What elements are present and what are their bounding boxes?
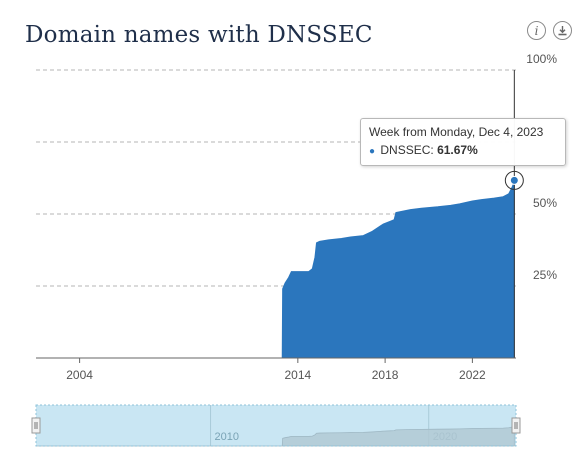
navigator-series [36,425,515,447]
x-tick-label: 2014 [284,368,311,382]
tooltip-header: Week from Monday, Dec 4, 2023 [369,125,544,139]
hover-marker-ring [504,170,524,190]
y-axis-labels: 25% 50% 100% [526,52,557,282]
series-area-dnssec[interactable] [36,180,515,359]
navigator-handle-grip[interactable] [31,417,41,434]
x-axis-labels: 2004 2014 2018 2022 [66,358,486,382]
chart-title: Domain names with DNSSEC [25,22,373,48]
series-dot-icon: ● [369,146,376,157]
y-tick-label: 25% [533,268,557,282]
info-button[interactable]: i [527,21,546,40]
download-icon [558,26,567,36]
info-icon: i [534,23,539,38]
y-tick-label: 50% [533,196,557,210]
x-tick-label: 2018 [372,368,399,382]
tooltip: Week from Monday, Dec 4, 2023 ● DNSSEC: … [360,118,566,166]
navigator[interactable]: 20102020 [31,404,521,447]
tooltip-value: 61.67% [437,143,478,157]
y-tick-label: 100% [526,52,557,66]
tooltip-series-line: ● DNSSEC: 61.67% [369,143,478,157]
x-tick-label: 2004 [66,368,93,382]
navigator-handle-grip[interactable] [511,417,521,434]
navigator-tick-label: 2010 [215,431,239,443]
x-tick-label: 2022 [459,368,486,382]
tooltip-series-name: DNSSEC [380,143,431,157]
download-button[interactable] [553,21,572,40]
navigator-handle-right[interactable] [511,417,521,434]
navigator-handle-left[interactable] [31,417,41,434]
hover-marker-point[interactable] [509,175,519,185]
